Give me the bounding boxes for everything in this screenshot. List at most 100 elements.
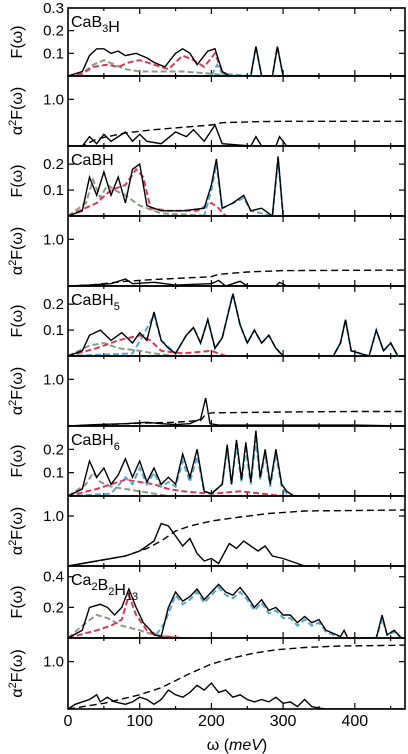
y-tick-label-dos: 0.2 — [43, 599, 64, 616]
x-axis: 0 100 200 300 400 — [64, 713, 369, 730]
y-tick-label-dos: 0.1 — [43, 465, 64, 482]
x-axis-label: ω (meV) — [207, 737, 268, 754]
a2f-curves-1 — [68, 269, 405, 286]
a2f-frame — [67, 495, 406, 567]
a2f-label-sup: 2 — [7, 260, 19, 266]
compound-label: CaB3H — [71, 14, 120, 36]
a2f-frame — [67, 75, 406, 147]
series-a2f — [68, 278, 405, 286]
a2f-label-sup: 2 — [7, 682, 19, 688]
a2f-curves-2 — [68, 397, 405, 426]
compound-ca: Ca — [71, 572, 92, 589]
compound-h-sub: 5 — [114, 301, 120, 313]
compound-h: H — [108, 19, 120, 36]
y-tick-label-dos: 0.2 — [43, 156, 64, 173]
a2f-label-post: F(ω) — [9, 507, 26, 540]
a2f-label-alpha: α — [9, 406, 26, 415]
series-gray-dashed — [68, 176, 212, 216]
compound-h-sub: 13 — [126, 591, 138, 603]
a2f-label-alpha: α — [9, 688, 26, 697]
y-tick-label-dos: 0.4 — [43, 569, 64, 586]
x-tick-label: 0 — [64, 713, 73, 730]
panels-group: 0.30.20.1F(ω)CaB3H1.0α2F(ω)0.20.1F(ω)CaB… — [7, 0, 406, 710]
x-axis-label-prefix: ω ( — [207, 737, 230, 754]
x-axis-label-suffix: ) — [262, 737, 267, 754]
a2f-y-axis-label: α2F(ω) — [7, 649, 26, 697]
y-tick-label-dos: 0.2 — [43, 441, 64, 458]
series-lambda-dashed — [68, 269, 405, 286]
y-tick-label-dos: 0.2 — [43, 296, 64, 313]
a2f-y-axis-label: α2F(ω) — [7, 507, 26, 555]
y-tick-label-dos: 0.1 — [43, 182, 64, 199]
compound-ca: Ca — [71, 432, 92, 449]
y-tick-label-dos: 0.1 — [43, 322, 64, 339]
dos-curves-2 — [68, 293, 405, 356]
compound-b: B — [98, 577, 109, 594]
series-red-dashed — [68, 334, 227, 356]
a2f-label-sup: 2 — [7, 400, 19, 406]
series-total-dos — [68, 293, 405, 356]
series-total-dos — [68, 430, 405, 496]
dos-y-axis-label: F(ω) — [9, 165, 26, 198]
a2f-frame — [67, 637, 406, 710]
series-gray-dashed — [68, 613, 183, 638]
series-a2f — [68, 397, 405, 426]
compound-ca: Ca — [71, 292, 92, 309]
series-total-dos — [68, 156, 405, 216]
a2f-y-axis-label: α2F(ω) — [7, 87, 26, 135]
dos-curves-0 — [68, 46, 405, 76]
series-lambda-dashed — [68, 120, 405, 146]
series-blue-dashed — [68, 585, 405, 638]
a2f-curves-3 — [68, 509, 405, 566]
x-tick-label: 300 — [270, 713, 297, 730]
series-a2f — [68, 522, 405, 566]
dos-frame — [67, 145, 406, 217]
a2f-y-axis-label: α2F(ω) — [7, 367, 26, 415]
a2f-frame — [67, 215, 406, 287]
series-a2f — [68, 123, 405, 146]
compound-h: H — [102, 152, 114, 169]
series-lambda-dashed — [68, 644, 405, 709]
dos-frame — [67, 285, 406, 357]
x-tick-label: 400 — [341, 713, 368, 730]
series-red-dashed — [68, 591, 183, 638]
y-tick-label-dos: 0.2 — [43, 23, 64, 40]
dos-curves-3 — [68, 430, 405, 496]
y-tick-label-a2f: 1.0 — [43, 91, 64, 108]
compound-b: B — [91, 432, 102, 449]
y-tick-label-a2f: 1.0 — [43, 508, 64, 525]
dos-y-axis-label: F(ω) — [9, 305, 26, 338]
a2f-curves-0 — [68, 120, 405, 146]
compound-ca-sub: 2 — [91, 581, 97, 593]
series-total-dos — [68, 583, 405, 638]
dos-curves-4 — [68, 583, 405, 638]
dos-frame — [67, 565, 406, 639]
a2f-label-post: F(ω) — [9, 87, 26, 120]
y-tick-label-a2f: 1.0 — [43, 371, 64, 388]
compound-b: B — [91, 152, 102, 169]
series-a2f — [68, 681, 405, 709]
series-gray-dashed — [68, 59, 234, 76]
a2f-label-alpha: α — [9, 266, 26, 275]
x-tick-label: 200 — [198, 713, 225, 730]
dos-curves-1 — [68, 156, 405, 216]
a2f-label-post: F(ω) — [9, 649, 26, 682]
compound-h: H — [102, 292, 114, 309]
compound-ca: Ca — [71, 152, 92, 169]
compound-label: Ca2B2H13 — [71, 572, 138, 603]
series-gray-dashed — [68, 470, 169, 496]
compound-b: B — [91, 292, 102, 309]
panel-2: 0.2 0.1 F(ω) CaBH5 1.0 α2F(ω) — [7, 285, 406, 427]
compound-label: CaBH — [71, 152, 114, 169]
a2f-label-alpha: α — [9, 546, 26, 555]
compound-h-sub: 6 — [114, 441, 120, 453]
x-tick-label: 100 — [126, 713, 153, 730]
series-total-dos — [68, 46, 405, 76]
x-axis-label-unit: meV — [229, 737, 263, 754]
y-tick-label-dos: 0.3 — [43, 0, 64, 17]
compound-h: H — [114, 582, 126, 599]
